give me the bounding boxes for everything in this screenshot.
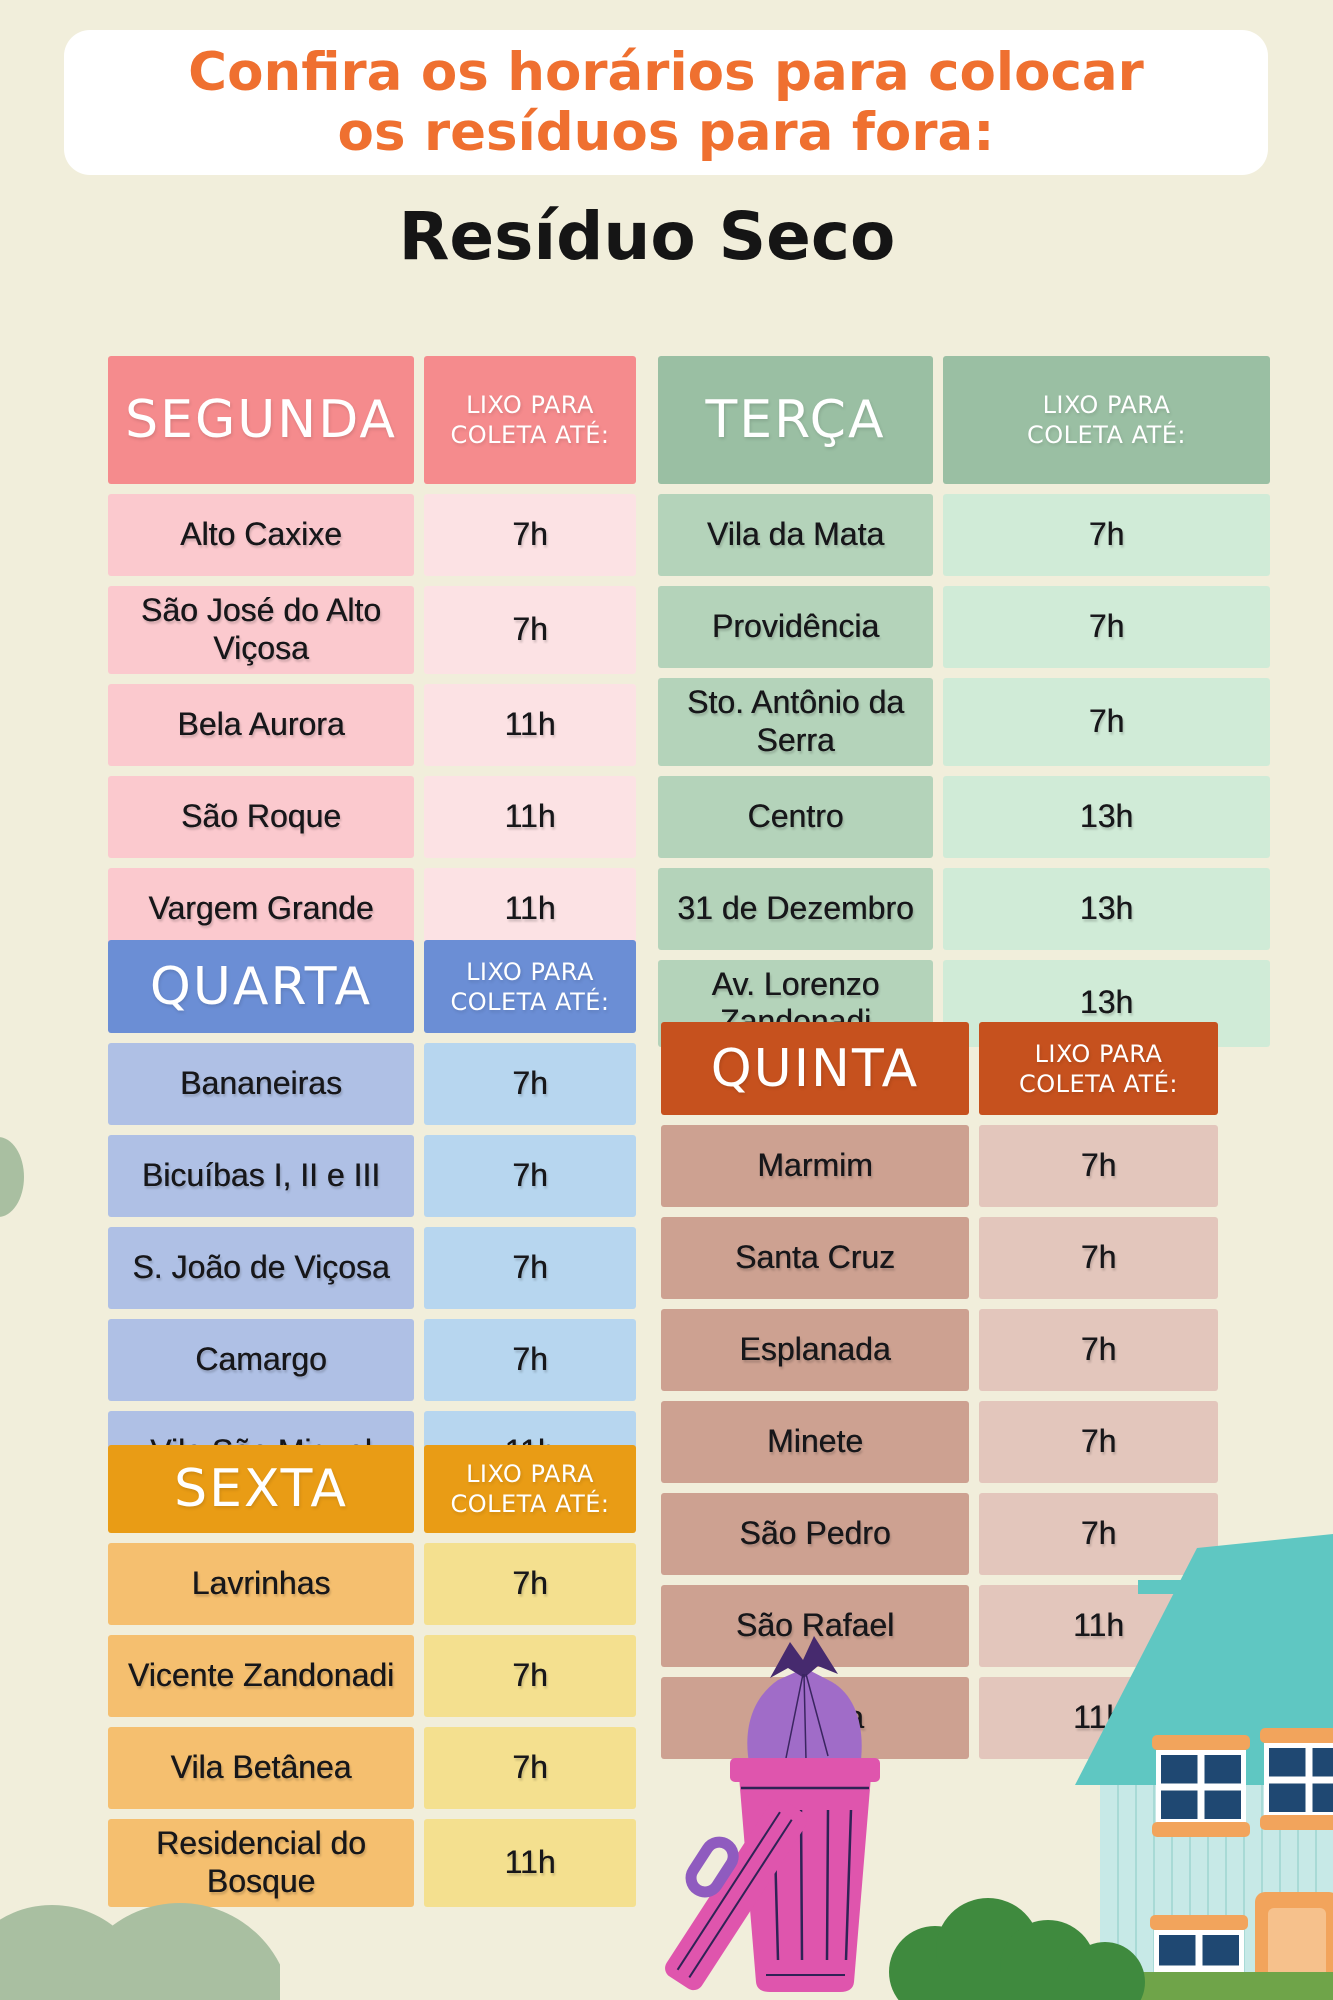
time-cell: 7h [943, 678, 1270, 766]
time-column-header-label: LIXO PARA COLETA ATÉ: [450, 957, 610, 1016]
neighborhood-cell: S. João de Viçosa [108, 1227, 414, 1309]
time-cell: 13h [943, 775, 1270, 858]
table-terca: TERÇA LIXO PARA COLETA ATÉ: Vila da Mata… [658, 356, 1270, 1047]
time-column-header-label: LIXO PARA COLETA ATÉ: [450, 391, 610, 449]
neighborhood-cell: Vila Betânea [108, 1727, 414, 1809]
neighborhood-cell: Sto. Antônio da Serra [658, 678, 933, 766]
time-cell: 7h [424, 1727, 636, 1809]
time-cell: 7h [979, 1125, 1218, 1207]
neighborhood-cell: Vargem Grande [108, 867, 414, 950]
poster-title-line1: Confira os horários para colocar [188, 42, 1144, 104]
section-title: Resíduo Seco [398, 198, 896, 275]
neighborhood-cell: Esplanada [661, 1309, 969, 1391]
day-header-quarta: QUARTA [108, 940, 414, 1033]
time-cell: 7h [424, 1543, 636, 1625]
time-column-header-quinta: LIXO PARA COLETA ATÉ: [979, 1022, 1218, 1115]
time-column-header-segunda: LIXO PARA COLETA ATÉ: [424, 356, 636, 484]
time-cell: 11h [979, 1677, 1218, 1759]
neighborhood-cell: São Roque [108, 775, 414, 858]
day-header-quinta: QUINTA [661, 1022, 969, 1115]
trash-can-icon [730, 1758, 880, 1992]
table-segunda: SEGUNDA LIXO PARA COLETA ATÉ: Alto Caxix… [108, 356, 636, 950]
day-header-terca: TERÇA [658, 356, 933, 484]
door-icon [1255, 1892, 1333, 2000]
neighborhood-cell: Tapera [661, 1677, 969, 1759]
time-column-header-terca: LIXO PARA COLETA ATÉ: [943, 356, 1270, 484]
time-cell: 7h [943, 494, 1270, 576]
neighborhood-cell: Marmim [661, 1125, 969, 1207]
neighborhood-cell: 31 de Dezembro [658, 867, 933, 950]
neighborhood-cell: Alto Caxixe [108, 494, 414, 576]
poster-title-line2: os resíduos para fora: [337, 101, 995, 163]
neighborhood-cell: São José do Alto Viçosa [108, 586, 414, 674]
time-column-header-quarta: LIXO PARA COLETA ATÉ: [424, 940, 636, 1033]
table-quinta: QUINTA LIXO PARA COLETA ATÉ: Marmim 7h S… [661, 1022, 1218, 1759]
time-cell: 7h [424, 1635, 636, 1717]
trash-lid-icon [665, 1798, 807, 1991]
neighborhood-cell: São Pedro [661, 1493, 969, 1575]
time-cell: 7h [424, 1319, 636, 1401]
time-cell: 11h [424, 1819, 636, 1907]
time-column-header-label: LIXO PARA COLETA ATÉ: [450, 1460, 610, 1518]
table-quarta: QUARTA LIXO PARA COLETA ATÉ: Bananeiras … [108, 940, 636, 1493]
time-cell: 11h [424, 683, 636, 766]
neighborhood-cell: Minete [661, 1401, 969, 1483]
neighborhood-cell: Vicente Zandonadi [108, 1635, 414, 1717]
neighborhood-cell: Vila da Mata [658, 494, 933, 576]
time-cell: 11h [424, 775, 636, 858]
table-sexta: SEXTA LIXO PARA COLETA ATÉ: Lavrinhas 7h… [108, 1445, 636, 1907]
time-cell: 7h [424, 494, 636, 576]
neighborhood-cell: Santa Cruz [661, 1217, 969, 1299]
neighborhood-cell: Providência [658, 586, 933, 668]
time-cell: 7h [979, 1493, 1218, 1575]
time-cell: 13h [943, 867, 1270, 950]
time-cell: 7h [979, 1217, 1218, 1299]
time-cell: 11h [424, 867, 636, 950]
time-cell: 11h [979, 1585, 1218, 1667]
window-icon [1260, 1728, 1333, 1830]
hedge-icon [889, 1898, 1145, 2000]
time-cell: 7h [424, 586, 636, 674]
time-cell: 7h [943, 586, 1270, 668]
time-cell: 7h [424, 1135, 636, 1217]
time-column-header-sexta: LIXO PARA COLETA ATÉ: [424, 1445, 636, 1533]
neighborhood-cell: Centro [658, 775, 933, 858]
window-icon [1150, 1915, 1248, 2000]
time-column-header-label: LIXO PARA COLETA ATÉ: [1019, 1039, 1178, 1098]
time-cell: 7h [424, 1043, 636, 1125]
neighborhood-cell: Residencial do Bosque [108, 1819, 414, 1907]
neighborhood-cell: Bela Aurora [108, 683, 414, 766]
time-column-header-label: LIXO PARA COLETA ATÉ: [1027, 391, 1186, 449]
neighborhood-cell: Bananeiras [108, 1043, 414, 1125]
neighborhood-cell: Camargo [108, 1319, 414, 1401]
neighborhood-cell: São Rafael [661, 1585, 969, 1667]
time-cell: 7h [979, 1309, 1218, 1391]
side-bush-icon [0, 1137, 24, 1217]
time-cell: 7h [424, 1227, 636, 1309]
day-header-segunda: SEGUNDA [108, 356, 414, 484]
neighborhood-cell: Bicuíbas I, II e III [108, 1135, 414, 1217]
neighborhood-cell: Lavrinhas [108, 1543, 414, 1625]
title-card: Confira os horários para colocar os resí… [64, 30, 1268, 175]
grass-icon [1045, 1972, 1333, 2000]
day-header-sexta: SEXTA [108, 1445, 414, 1533]
time-cell: 7h [979, 1401, 1218, 1483]
